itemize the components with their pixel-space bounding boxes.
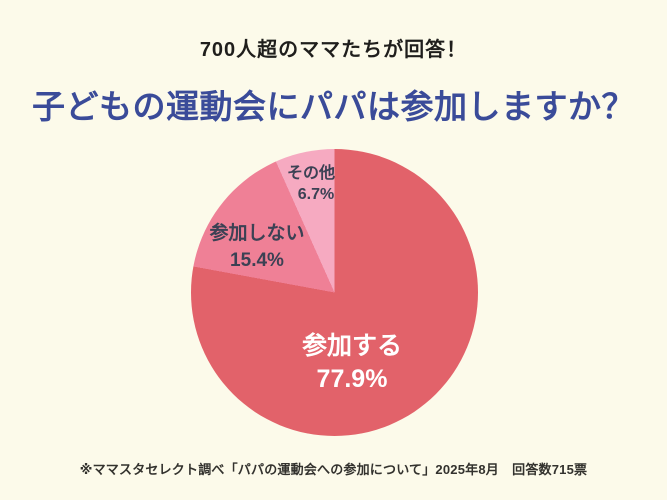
pie-chart: [191, 149, 478, 436]
pie-graphic: [191, 149, 478, 436]
page-title: 子どもの運動会にパパは参加しますか？: [32, 88, 635, 125]
respondents-subtitle: 700人超のママたちが回答！: [199, 39, 468, 61]
slice-percent: 6.7%: [297, 186, 335, 203]
slice-label-not-participate: 参加しない 15.4%: [209, 220, 304, 274]
slice-name: 参加する: [301, 332, 403, 360]
slice-label-participate: 参加する 77.9%: [302, 330, 402, 396]
slice-percent: 15.4%: [230, 250, 284, 271]
slice-percent: 77.9%: [316, 365, 388, 393]
slice-label-other: その他 6.7%: [287, 163, 335, 205]
source-note: ※ママスタセレクト調べ「パパの運動会への参加について」2025年8月 回答数71…: [79, 462, 588, 477]
slice-name: その他: [286, 165, 336, 182]
slice-name: 参加しない: [209, 223, 305, 244]
